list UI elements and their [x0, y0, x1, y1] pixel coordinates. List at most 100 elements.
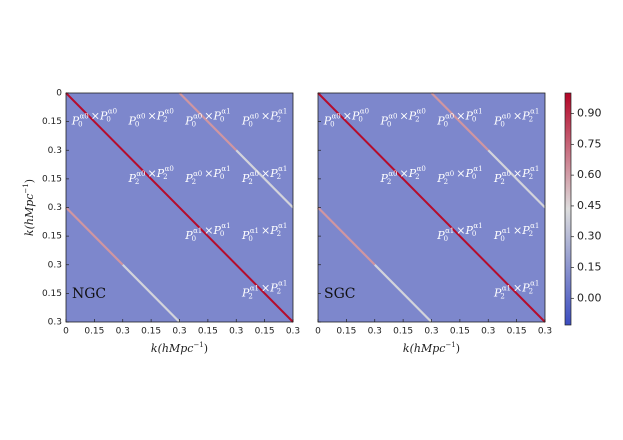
symbol: P [269, 224, 278, 237]
x-axis-label: k(hMpc−1) [151, 341, 208, 355]
symbol: P [379, 115, 388, 128]
colorbar-tick-label: 0.45 [577, 199, 602, 212]
block-label: P2α0 ×P2α0 [379, 165, 425, 186]
superscript: α0 [250, 113, 259, 121]
subscript: 0 [78, 121, 82, 129]
times-sign: × [261, 167, 270, 180]
subscript: 0 [500, 121, 504, 129]
symbol: P [493, 286, 502, 299]
cross-diagonal [178, 92, 238, 152]
times-sign: × [261, 110, 270, 123]
cross-diagonal [65, 206, 124, 266]
symbol: P [184, 115, 193, 128]
subscript: 2 [277, 287, 281, 295]
label-main: k(hMpc [151, 342, 194, 355]
subscript: 2 [277, 173, 281, 181]
subscript: 0 [106, 116, 110, 124]
symbol: P [212, 167, 221, 180]
superscript: α0 [417, 108, 426, 116]
y-tick-label: 0.15 [42, 117, 62, 127]
times-sign: × [343, 110, 352, 123]
symbol: P [521, 167, 530, 180]
symbol: P [184, 229, 193, 242]
symbol: P [408, 167, 417, 180]
subscript: 0 [358, 116, 362, 124]
symbol: P [464, 224, 473, 237]
times-sign: × [513, 167, 522, 180]
subscript: 0 [444, 121, 448, 129]
main-diagonal [317, 92, 546, 323]
superscript: α0 [165, 165, 174, 173]
cross-diagonal [487, 149, 546, 209]
block-label: P0α0 ×P2α1 [241, 108, 287, 129]
x-tick-label: 0.3 [538, 327, 552, 337]
symbol: P [241, 115, 250, 128]
colorbar-tick-label: 0.90 [577, 107, 602, 120]
cross-diagonal [235, 149, 294, 209]
symbol: P [269, 281, 278, 294]
block-label: P0α0 ×P0α1 [436, 108, 482, 129]
block-label: P0α1 ×P0α1 [184, 222, 230, 243]
cross-diagonal [430, 92, 490, 152]
block-label: P2α0 ×P0α1 [436, 165, 482, 186]
x-tick-label: 0.3 [229, 327, 243, 337]
x-tick-label: 0.15 [84, 327, 104, 337]
symbol: P [212, 110, 221, 123]
subscript: 0 [472, 173, 476, 181]
block-label: P2α1 ×P2α1 [493, 279, 539, 300]
subscript: 2 [415, 173, 419, 181]
symbol: P [156, 167, 165, 180]
block-label: P0α1 ×P0α1 [436, 222, 482, 243]
superscript: α1 [445, 227, 454, 235]
times-sign: × [148, 110, 157, 123]
times-sign: × [513, 224, 522, 237]
symbol: P [99, 110, 108, 123]
subscript: 0 [220, 173, 224, 181]
subscript: 0 [135, 121, 139, 129]
y-tick-label: 0.15 [42, 289, 62, 299]
superscript: α1 [502, 227, 511, 235]
symbol: P [521, 110, 530, 123]
subscript: 2 [387, 178, 391, 186]
block-label: P0α0 ×P2α1 [493, 108, 539, 129]
main-diagonal [65, 92, 294, 323]
block-label: P2α0 ×P2α0 [127, 165, 173, 186]
symbol: P [241, 172, 250, 185]
subscript: 2 [444, 178, 448, 186]
subscript: 0 [192, 121, 196, 129]
times-sign: × [148, 167, 157, 180]
x-tick-label: 0.3 [481, 327, 495, 337]
subscript: 0 [500, 235, 504, 243]
y-tick-label: 0.3 [48, 146, 62, 156]
symbol: P [408, 110, 417, 123]
y-tick-label: 0.15 [42, 174, 62, 184]
superscript: α0 [502, 170, 511, 178]
x-tick-label: 0.3 [172, 327, 186, 337]
x-tick-label: 0.15 [336, 327, 356, 337]
x-tick-label: 0.3 [368, 327, 382, 337]
label-main: k(hMpc [403, 342, 446, 355]
colorbar [564, 92, 572, 326]
subscript: 0 [220, 116, 224, 124]
y-tick-label: 0 [56, 89, 62, 99]
subscript: 2 [163, 173, 167, 181]
subscript: 2 [529, 287, 533, 295]
times-sign: × [513, 281, 522, 294]
superscript: α1 [278, 108, 287, 116]
superscript: α0 [193, 113, 202, 121]
symbol: P [241, 229, 250, 242]
panel-label: NGC [72, 286, 106, 302]
symbol: P [127, 172, 136, 185]
times-sign: × [261, 224, 270, 237]
symbol: P [156, 110, 165, 123]
symbol: P [436, 229, 445, 242]
subscript: 2 [529, 230, 533, 238]
superscript: α0 [165, 108, 174, 116]
superscript: α0 [388, 170, 397, 178]
x-axis-label: k(hMpc−1) [403, 341, 460, 355]
y-tick-label: 0.3 [48, 318, 62, 328]
y-tick-label: 0.15 [42, 232, 62, 242]
superscript: α0 [332, 113, 341, 121]
block-label: P0α0 ×P2α0 [379, 108, 425, 129]
